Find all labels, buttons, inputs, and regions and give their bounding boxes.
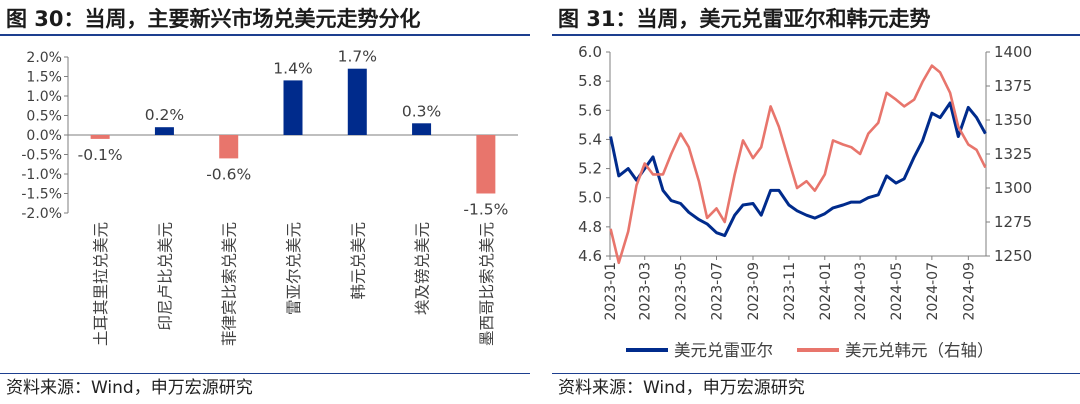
y-tick-label: 1.0% (26, 89, 62, 105)
x-tick-label: 2024-09 (961, 262, 977, 321)
bar (90, 135, 110, 139)
left-tick-label: 4.8 (578, 218, 602, 236)
bar (476, 135, 496, 194)
x-tick-label: 2024-05 (889, 262, 905, 321)
left-tick-label: 5.2 (578, 160, 602, 178)
chart-source: 资料来源：Wind，申万宏源研究 (558, 378, 805, 398)
y-tick-label: 2.0% (26, 50, 62, 66)
bar-chart: -2.0% -1.5% -1.0% -0.5% 0.0% 0.5% 1.0% 1.5% 2.0%… (21, 48, 518, 346)
right-tick-label: 1250 (994, 247, 1032, 265)
x-tick-label: 2023-05 (674, 262, 690, 321)
x-tick-label: 2023-07 (710, 262, 726, 321)
legend-label: 美元兑韩元（右轴） (845, 341, 994, 360)
left-tick-label: 6.0 (578, 43, 602, 61)
series-line (609, 64, 987, 265)
y-tick-label: -0.5% (21, 148, 62, 164)
data-label: 1.4% (273, 59, 312, 77)
left-tick-label: 5.8 (578, 72, 602, 90)
category-label: 雷亚尔兑美元 (285, 222, 303, 315)
chart-panel-brl-krw: 图 31：当周，美元兑雷亚尔和韩元走势 4.6 4.8 5.0 5.2 5.4 5.6 5.… (552, 0, 1080, 404)
x-tick-label: 2023-11 (782, 262, 798, 321)
x-tick-label: 2024-01 (818, 262, 834, 321)
left-tick-label: 5.0 (578, 189, 602, 207)
bottom-divider (552, 373, 1080, 374)
chart-title: 图 31：当周，美元兑雷亚尔和韩元走势 (558, 7, 931, 31)
x-tick-label: 2024-07 (925, 262, 941, 321)
x-tick-label: 2023-01 (603, 262, 619, 321)
data-label: -0.1% (78, 146, 123, 164)
right-tick-label: 1325 (994, 145, 1032, 163)
chart-panel-em-fx: 图 30：当周，主要新兴市场兑美元走势分化 -2.0% -1.5% -1.0% -0.… (0, 0, 530, 404)
left-tick-label: 5.4 (578, 130, 602, 148)
chart-title-bar: 图 30：当周，主要新兴市场兑美元走势分化 (0, 0, 530, 36)
bottom-divider (0, 373, 530, 374)
category-label: 菲律宾比索兑美元 (221, 222, 239, 346)
y-tick-label: 0.0% (26, 128, 62, 144)
data-label: 1.7% (338, 48, 377, 66)
data-label: -0.6% (206, 165, 251, 183)
y-tick-label: -1.0% (21, 167, 62, 183)
y-tick-label: 1.5% (26, 70, 62, 86)
category-label: 埃及镑兑美元 (414, 222, 432, 315)
right-tick-label: 1400 (994, 43, 1032, 61)
y-tick-label: -2.0% (21, 206, 62, 222)
right-tick-label: 1350 (994, 111, 1032, 129)
right-tick-label: 1300 (994, 179, 1032, 197)
left-tick-label: 4.6 (578, 247, 602, 265)
category-label: 印尼卢比兑美元 (156, 222, 174, 331)
bar (154, 127, 174, 135)
x-tick-label: 2023-09 (746, 262, 762, 321)
category-label: 土耳其里拉兑美元 (92, 222, 110, 346)
bar (412, 123, 432, 135)
chart-title-bar: 图 31：当周，美元兑雷亚尔和韩元走势 (552, 0, 1080, 36)
right-tick-label: 1275 (994, 213, 1032, 231)
series-line (609, 101, 987, 238)
y-tick-label: 0.5% (26, 109, 62, 125)
bar (347, 68, 367, 135)
left-tick-label: 5.6 (578, 101, 602, 119)
category-label: 墨西哥比索兑美元 (478, 222, 496, 346)
data-label: 0.2% (145, 106, 184, 124)
y-tick-label: -1.5% (21, 187, 62, 203)
x-tick-label: 2024-03 (853, 262, 869, 321)
chart-source: 资料来源：Wind，申万宏源研究 (6, 378, 253, 398)
chart-title: 图 30：当周，主要新兴市场兑美元走势分化 (6, 7, 421, 31)
right-tick-label: 1375 (994, 77, 1032, 95)
bar (283, 80, 303, 135)
data-label: 0.3% (402, 102, 441, 120)
category-label: 韩元兑美元 (349, 222, 367, 300)
data-label: -1.5% (463, 201, 508, 219)
x-tick-label: 2023-03 (638, 262, 654, 321)
legend-label: 美元兑雷亚尔 (674, 341, 773, 360)
bar (219, 135, 239, 159)
line-chart: 4.6 4.8 5.0 5.2 5.4 5.6 5.8 6.0 1250 1275 1300 1325… (578, 43, 1032, 360)
